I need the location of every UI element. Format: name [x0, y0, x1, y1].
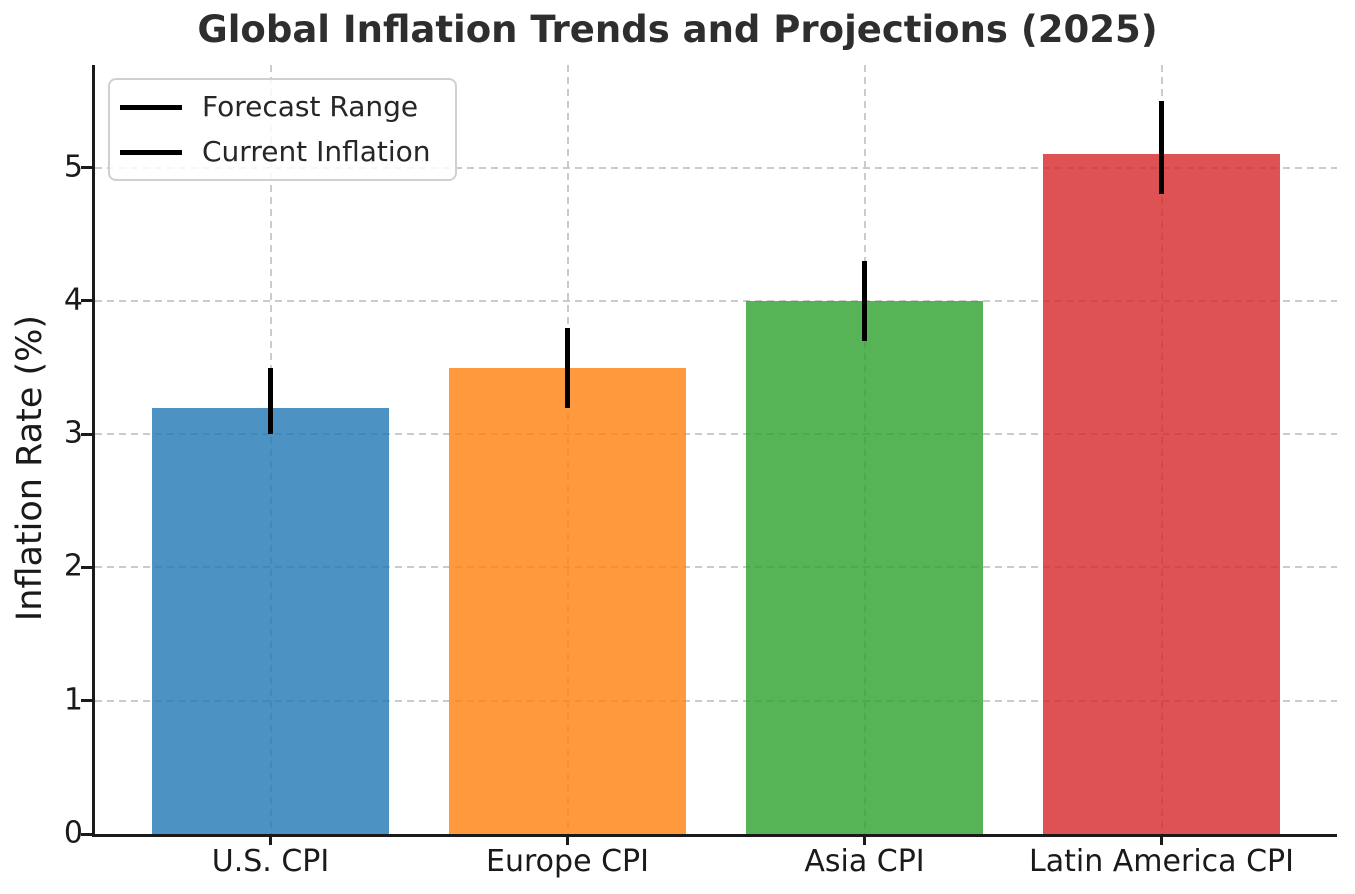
chart-title: Global Inflation Trends and Projections … [197, 8, 1158, 51]
legend-item-label: Current Inflation [202, 135, 431, 169]
error-bar [565, 327, 570, 408]
y-tick-label: 4 [63, 282, 83, 318]
y-axis-label: Inflation Rate (%) [10, 314, 50, 622]
y-tick-mark [81, 699, 95, 703]
x-tick-label: Asia CPI [804, 844, 925, 879]
legend-line-marker [120, 104, 182, 110]
x-tick-label: U.S. CPI [211, 844, 330, 879]
y-tick-mark [81, 432, 95, 436]
legend-item: Forecast Range [120, 90, 431, 123]
y-tick-mark [81, 832, 95, 836]
x-tick-mark [269, 834, 272, 845]
y-tick-mark [81, 565, 95, 569]
y-tick-mark [81, 299, 95, 303]
bar [448, 367, 687, 834]
h-gridline [95, 699, 1337, 702]
plot-area: Forecast Range Current Inflation 0 1 2 3 4 5 U… [64, 65, 1337, 877]
y-tick-mark [81, 166, 95, 170]
y-tick-label: 3 [63, 415, 83, 451]
bar [1042, 154, 1281, 834]
x-tick-mark [566, 834, 569, 845]
error-bar [268, 367, 273, 435]
y-tick-label: 1 [63, 682, 83, 718]
bar [151, 407, 390, 834]
x-axis-spine [92, 834, 1337, 837]
y-tick-label: 2 [63, 548, 83, 584]
error-bar [862, 260, 867, 341]
h-gridline [95, 299, 1337, 302]
x-tick-label: Latin America CPI [1029, 844, 1294, 879]
legend-item: Current Inflation [120, 135, 431, 169]
x-tick-label: Europe CPI [486, 844, 649, 879]
bar [745, 300, 984, 834]
legend-line-marker [120, 149, 182, 155]
h-gridline [95, 566, 1337, 569]
y-tick-label: 0 [63, 815, 83, 851]
x-tick-mark [1160, 834, 1163, 845]
h-gridline [95, 166, 1337, 169]
error-bar [1159, 100, 1164, 195]
legend: Forecast Range Current Inflation [108, 78, 457, 182]
x-tick-mark [863, 834, 866, 845]
h-gridline [95, 433, 1337, 436]
y-axis-spine [92, 65, 95, 837]
legend-item-label: Forecast Range [202, 90, 419, 123]
y-tick-label: 5 [63, 149, 83, 185]
